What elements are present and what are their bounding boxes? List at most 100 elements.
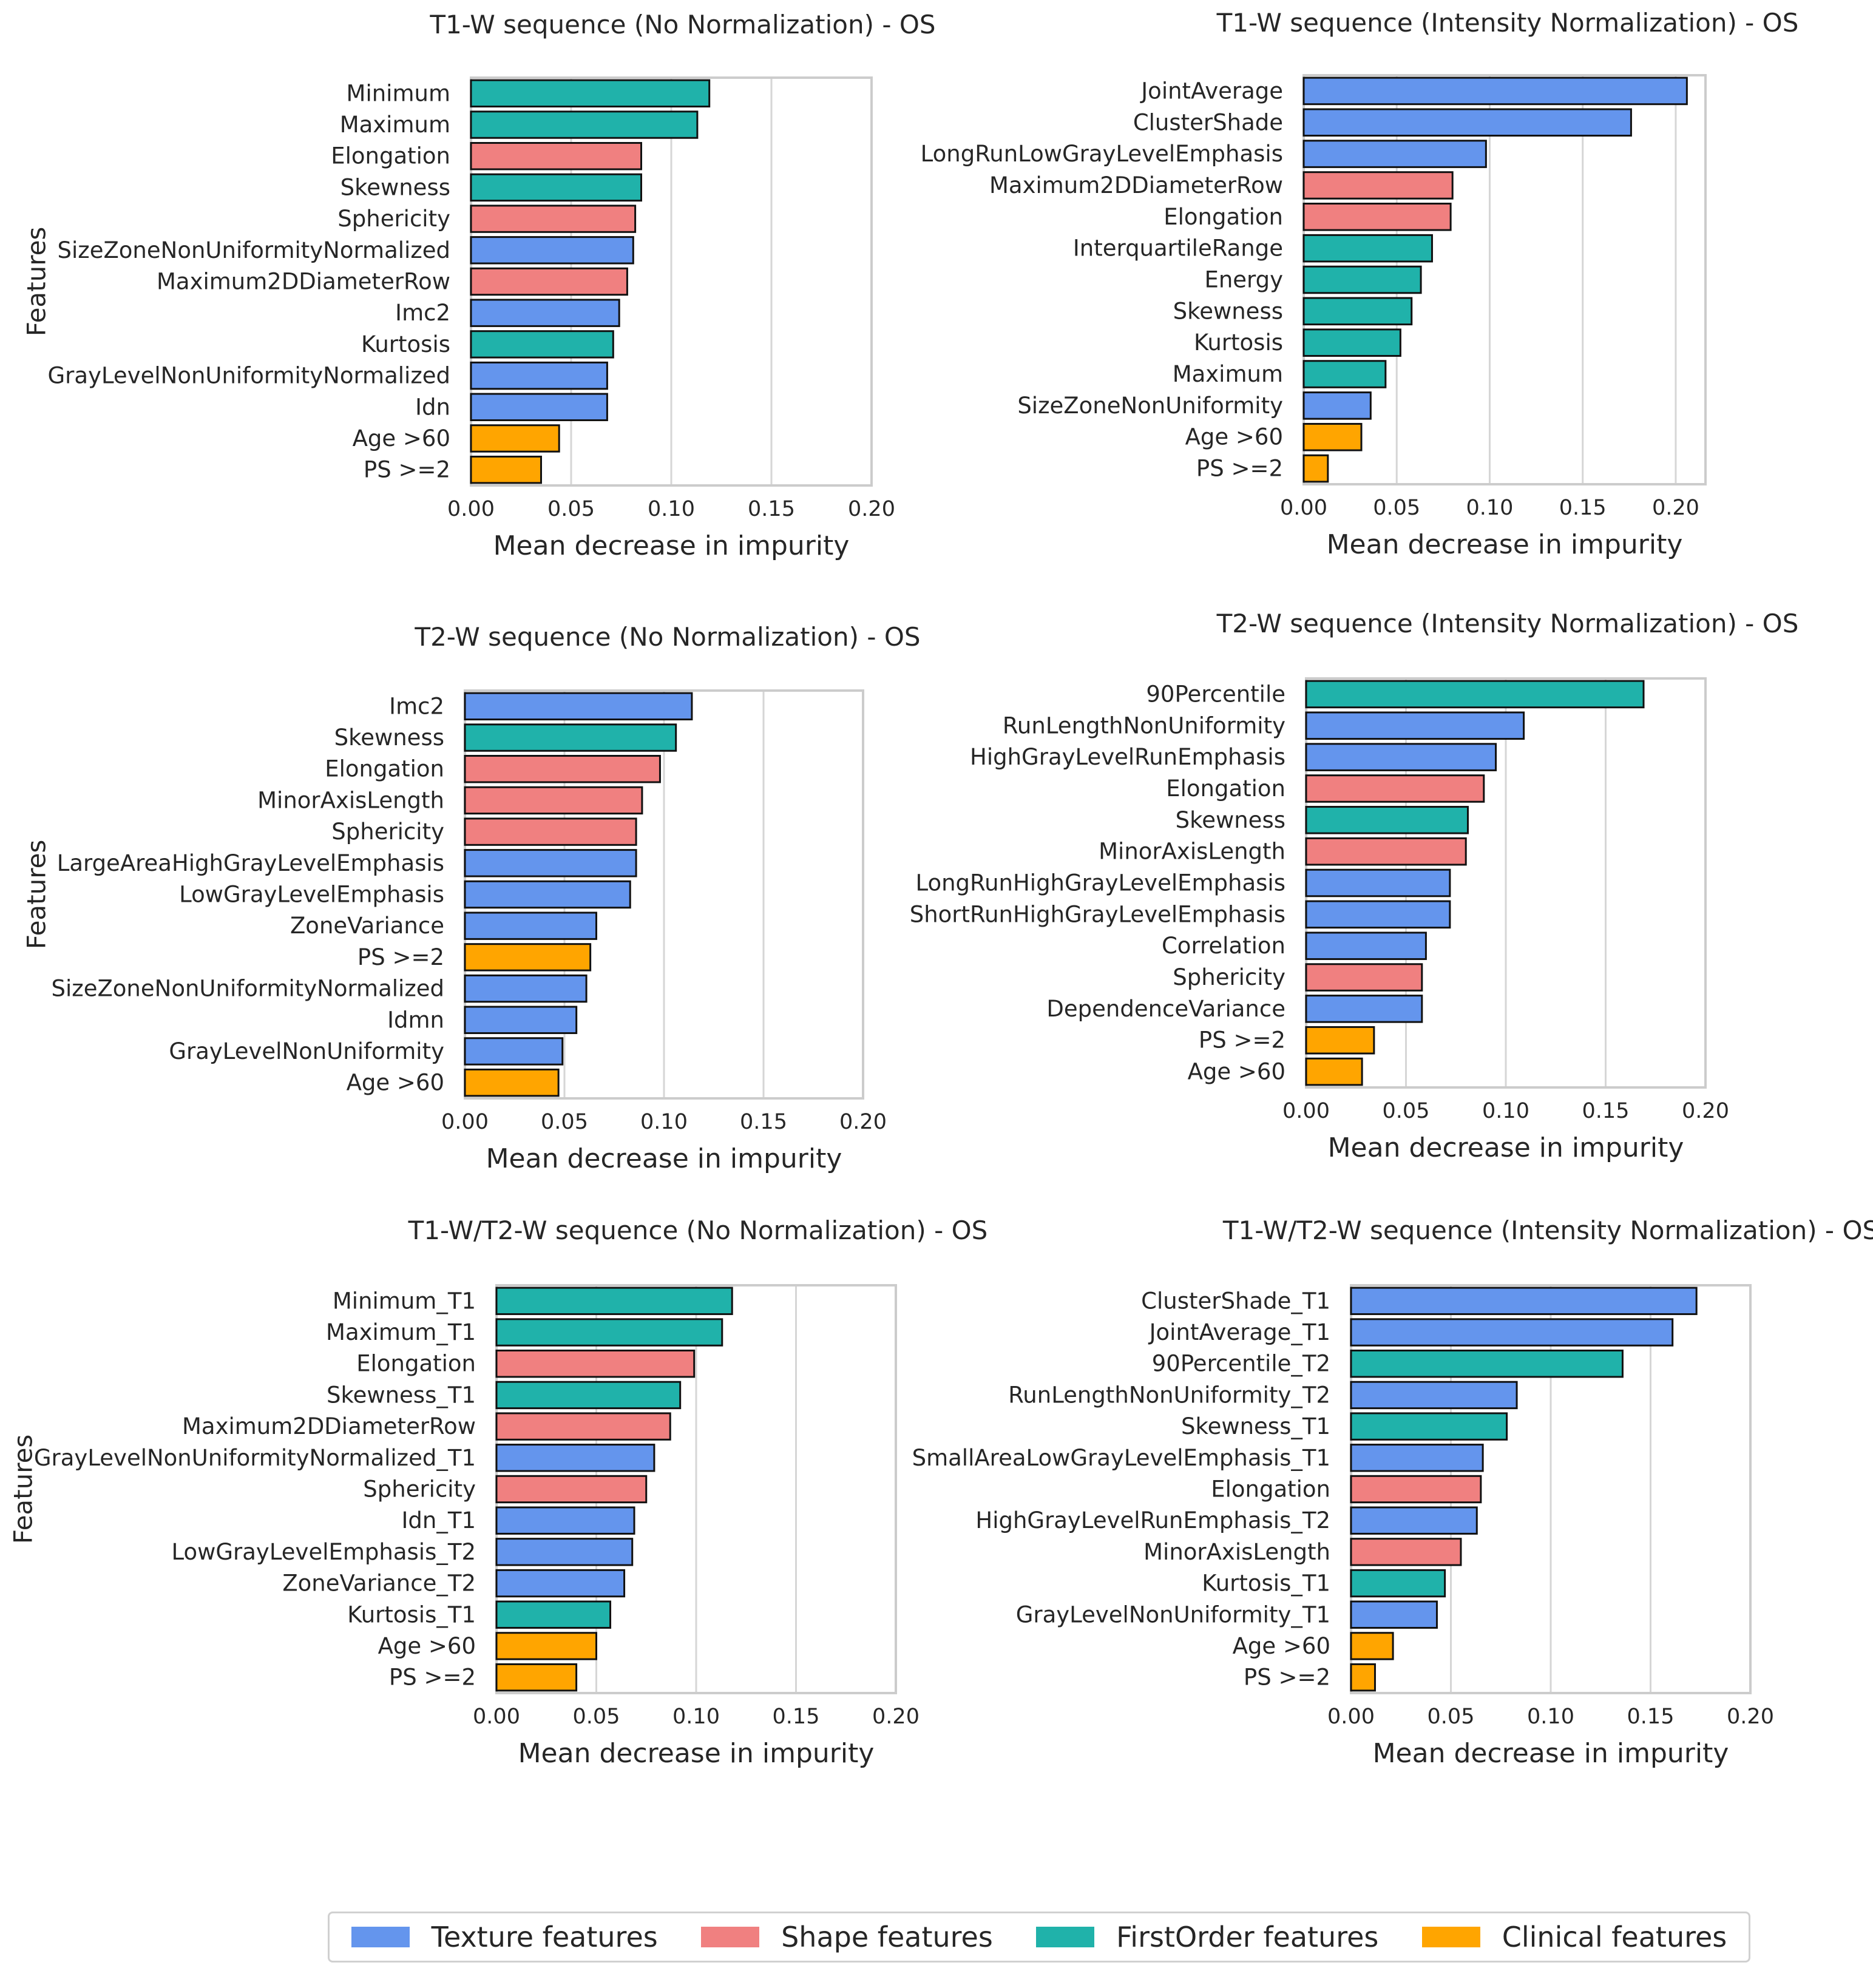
bar-ps-2 bbox=[1302, 454, 1329, 483]
legend-swatch-clinical bbox=[1421, 1927, 1480, 1947]
bar-elongation bbox=[1350, 1475, 1482, 1504]
bar-elongation bbox=[470, 142, 642, 171]
tick-label-age-60: Age >60 bbox=[1185, 424, 1283, 450]
bar-zonevariance-t2 bbox=[495, 1569, 626, 1598]
tick-label-elongation: Elongation bbox=[1166, 776, 1285, 802]
tick-label-skewness: Skewness bbox=[340, 174, 450, 200]
tick-label-lowgraylevelemphasis: LowGrayLevelEmphasis bbox=[179, 882, 444, 908]
tick-label-kurtosis: Kurtosis bbox=[361, 331, 450, 357]
tick-label-smallarealowgraylevelemphasis-t1: SmallAreaLowGrayLevelEmphasis_T1 bbox=[912, 1445, 1330, 1471]
tick-label-kurtosis: Kurtosis bbox=[1194, 330, 1283, 356]
tick-label-energy: Energy bbox=[1204, 267, 1283, 293]
tick-label-ps-2: PS >=2 bbox=[364, 457, 450, 483]
bar-sizezonenonuniformity bbox=[1302, 391, 1372, 420]
y-axis-label: Features bbox=[8, 1435, 38, 1544]
bar-skewness-t1 bbox=[1350, 1412, 1508, 1441]
x-tick-label: 0.00 bbox=[473, 1705, 520, 1729]
bar-sphericity bbox=[464, 817, 637, 846]
bar-age-60 bbox=[470, 424, 560, 453]
tick-label-minoraxislength: MinorAxisLength bbox=[257, 787, 444, 813]
tick-label-age-60: Age >60 bbox=[378, 1633, 476, 1659]
bar-maximum2ddiameterrow bbox=[470, 267, 628, 296]
bar-age-60 bbox=[1305, 1057, 1363, 1086]
bar-maximum bbox=[470, 110, 699, 139]
x-tick-label: 0.00 bbox=[441, 1110, 489, 1134]
tick-label-zonevariance-t2: ZoneVariance_T2 bbox=[282, 1570, 476, 1597]
tick-label-ps-2: PS >=2 bbox=[1244, 1665, 1330, 1691]
bar-maximum2ddiameterrow bbox=[495, 1412, 671, 1441]
bar-idn-t1 bbox=[495, 1506, 635, 1535]
tick-label-age-60: Age >60 bbox=[353, 425, 450, 451]
bar-minimum bbox=[470, 79, 711, 108]
x-tick-label: 0.05 bbox=[1373, 496, 1420, 520]
tick-label-minoraxislength: MinorAxisLength bbox=[1143, 1539, 1330, 1565]
tick-label-sphericity: Sphericity bbox=[337, 206, 450, 232]
bar-imc2 bbox=[464, 692, 693, 721]
bar-ps-2 bbox=[1305, 1026, 1375, 1055]
tick-label-clustershade: ClusterShade bbox=[1133, 109, 1283, 135]
tick-label-runlengthnonuniformity: RunLengthNonUniformity bbox=[1003, 712, 1285, 739]
chart-panel-2: JointAverage ClusterShade LongRunLowGrayLe… bbox=[921, 8, 1799, 560]
bar-dependencevariance bbox=[1305, 995, 1423, 1023]
bar-correlation bbox=[1305, 931, 1427, 960]
bar-90percentile-t2 bbox=[1350, 1350, 1624, 1378]
bar-graylevelnonuniformitynormalized-t1 bbox=[495, 1444, 655, 1472]
y-axis-label: Features bbox=[22, 840, 52, 950]
bar-elongation bbox=[1305, 774, 1485, 803]
tick-label-highgraylevelrunemphasis-t2: HighGrayLevelRunEmphasis_T2 bbox=[975, 1507, 1330, 1533]
legend-item-shape: Shape features bbox=[701, 1921, 993, 1953]
bar-skewness bbox=[464, 723, 677, 752]
tick-label-maximum2ddiameterrow: Maximum2DDiameterRow bbox=[989, 172, 1283, 198]
tick-label-shortrunhighgraylevelemphasis: ShortRunHighGrayLevelEmphasis bbox=[910, 901, 1285, 927]
x-tick-label: 0.05 bbox=[547, 497, 595, 521]
tick-label-lowgraylevelemphasis-t2: LowGrayLevelEmphasis_T2 bbox=[172, 1539, 476, 1565]
bar-interquartilerange bbox=[1302, 234, 1433, 263]
x-axis-label: Mean decrease in impurity bbox=[1327, 529, 1683, 560]
tick-label-maximum: Maximum bbox=[1173, 361, 1283, 387]
bar-ps-2 bbox=[495, 1663, 578, 1692]
chart-panel-3: Imc2 Skewness Elongation MinorAxisLength Sph… bbox=[22, 622, 921, 1174]
bar-jointaverage-t1 bbox=[1350, 1318, 1674, 1347]
bar-runlengthnonuniformity bbox=[1305, 711, 1525, 740]
tick-label-sphericity: Sphericity bbox=[331, 819, 444, 845]
chart-title: T1-W/T2-W sequence (No Normalization) - … bbox=[408, 1215, 988, 1245]
bar-largeareahighgraylevelemphasis bbox=[464, 849, 637, 877]
x-axis-label: Mean decrease in impurity bbox=[518, 1738, 875, 1769]
tick-label-90percentile-t2: 90Percentile_T2 bbox=[1152, 1351, 1330, 1377]
tick-label-imc2: Imc2 bbox=[389, 693, 444, 719]
chart-panel-5: Minimum_T1 Maximum_T1 Elongation Skewness_T… bbox=[8, 1215, 988, 1769]
x-tick-label: 0.05 bbox=[1383, 1099, 1430, 1123]
bar-shortrunhighgraylevelemphasis bbox=[1305, 900, 1451, 929]
tick-label-interquartilerange: InterquartileRange bbox=[1073, 235, 1283, 262]
legend-item-clinical: Clinical features bbox=[1421, 1921, 1727, 1953]
tick-label-idn: Idn bbox=[415, 394, 450, 420]
legend-label-texture: Texture features bbox=[431, 1921, 658, 1953]
tick-label-imc2: Imc2 bbox=[395, 300, 450, 326]
tick-label-idmn: Idmn bbox=[387, 1007, 444, 1033]
bar-graylevelnonuniformity bbox=[464, 1037, 564, 1066]
x-tick-label: 0.10 bbox=[1527, 1705, 1574, 1729]
bar-skewness-t1 bbox=[495, 1381, 682, 1410]
tick-label-longrunhighgraylevelemphasis: LongRunHighGrayLevelEmphasis bbox=[915, 870, 1285, 896]
legend-label-shape: Shape features bbox=[781, 1921, 993, 1953]
bar-idn bbox=[470, 393, 608, 421]
tick-label-ps-2: PS >=2 bbox=[1199, 1027, 1285, 1053]
bar-maximum-t1 bbox=[495, 1318, 723, 1347]
bar-graylevelnonuniformity-t1 bbox=[1350, 1600, 1438, 1629]
tick-label-ps-2: PS >=2 bbox=[389, 1665, 476, 1691]
x-tick-label: 0.00 bbox=[447, 497, 495, 521]
tick-label-clustershade-t1: ClusterShade_T1 bbox=[1141, 1288, 1330, 1314]
tick-label-sizezonenonuniformity: SizeZoneNonUniformity bbox=[1017, 393, 1283, 419]
tick-label-elongation: Elongation bbox=[1163, 204, 1283, 230]
tick-label-elongation: Elongation bbox=[356, 1351, 476, 1377]
tick-label-longrunlowgraylevelemphasis: LongRunLowGrayLevelEmphasis bbox=[921, 141, 1283, 167]
tick-label-highgraylevelrunemphasis: HighGrayLevelRunEmphasis bbox=[970, 744, 1285, 770]
tick-label-minoraxislength: MinorAxisLength bbox=[1099, 839, 1285, 865]
bar-kurtosis-t1 bbox=[495, 1600, 612, 1629]
tick-label-graylevelnonuniformitynormalized: GrayLevelNonUniformityNormalized bbox=[48, 363, 450, 389]
bar-sphericity bbox=[1305, 963, 1423, 992]
bar-clustershade-t1 bbox=[1350, 1286, 1698, 1316]
x-tick-label: 0.15 bbox=[1559, 496, 1607, 520]
tick-label-ps-2: PS >=2 bbox=[357, 944, 444, 970]
